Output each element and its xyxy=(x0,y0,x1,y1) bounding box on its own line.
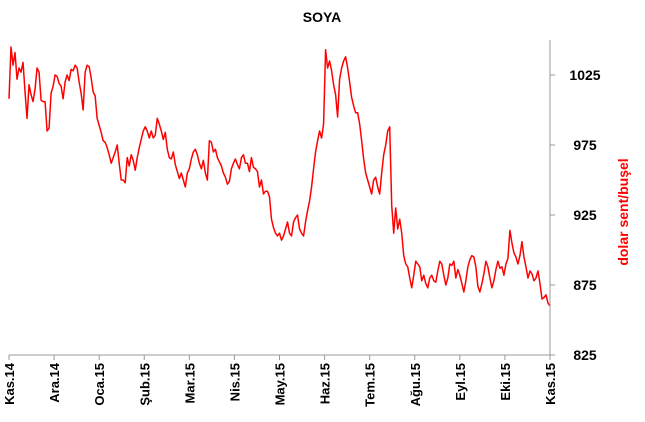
x-tick-label: Oca.15 xyxy=(92,363,107,406)
x-tick-label: Nis.15 xyxy=(227,363,242,401)
x-tick-label: Kas.14 xyxy=(2,362,17,405)
x-tick-label: Eki.15 xyxy=(498,363,513,401)
x-tick-label: Tem.15 xyxy=(363,363,378,407)
x-tick-label: Şub.15 xyxy=(137,363,152,406)
y-axis-ticks: 825 875 925 975 1025 xyxy=(550,67,601,363)
y-tick-label: 875 xyxy=(573,277,597,293)
series-line xyxy=(8,46,551,307)
y-tick-label: 925 xyxy=(573,207,597,223)
x-tick-label: Kas.15 xyxy=(543,363,558,405)
y-tick-label: 975 xyxy=(573,137,597,153)
chart-title: SOYA xyxy=(303,9,341,25)
x-axis: Kas.14 Ara.14 Oca.15 Şub.15 Mar.15 Nis.15 May.… xyxy=(2,355,558,407)
y-tick-label: 1025 xyxy=(569,67,600,83)
x-tick-label: Ağu.15 xyxy=(408,363,423,406)
x-tick-label: Mar.15 xyxy=(182,363,197,403)
x-tick-label: Eyl.15 xyxy=(453,363,468,401)
y-tick-label: 825 xyxy=(573,347,597,363)
x-tick-label: Ara.14 xyxy=(47,362,62,403)
x-tick-label: Haz.15 xyxy=(318,363,333,404)
x-tick-label: May.15 xyxy=(273,363,288,405)
y-axis-label: dolar sent/buşel xyxy=(615,158,631,265)
series-layer xyxy=(8,46,551,307)
